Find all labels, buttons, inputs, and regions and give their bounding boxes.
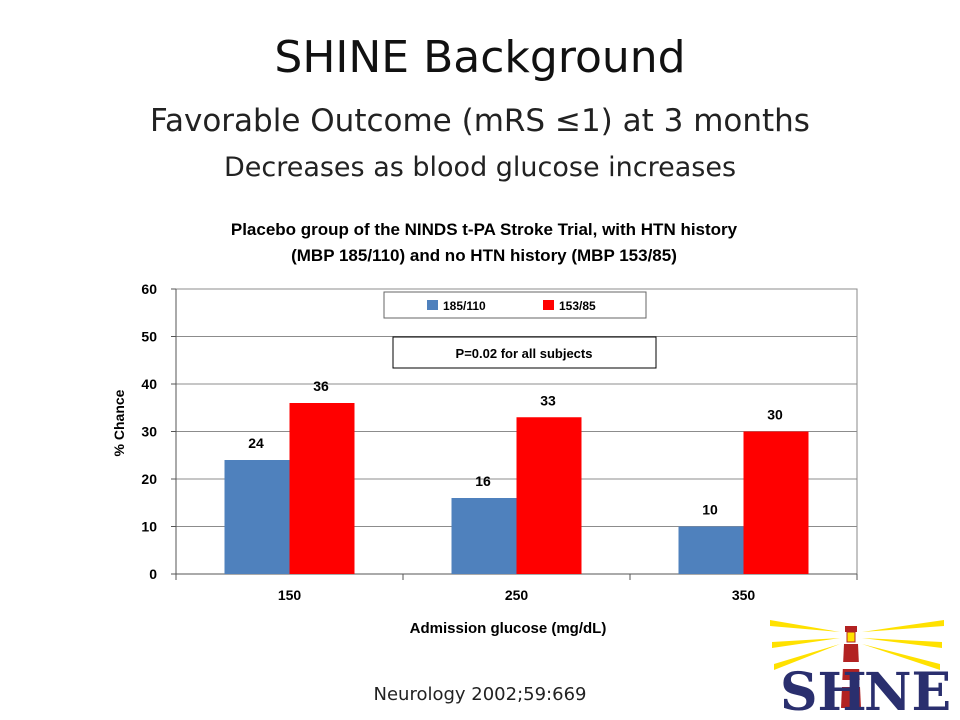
legend-swatch-153-85 <box>543 300 554 310</box>
legend-label-185-110: 185/110 <box>443 299 486 313</box>
y-axis-label: % Chance <box>111 389 127 456</box>
y-tick-label: 20 <box>141 471 157 487</box>
citation: Neurology 2002;59:669 <box>373 684 587 705</box>
y-tick-label: 0 <box>149 566 157 582</box>
p-value-annotation: P=0.02 for all subjects <box>456 346 593 361</box>
bar-185-110-250 <box>451 498 517 574</box>
slide-subtitle-secondary: Decreases as blood glucose increases <box>223 152 737 183</box>
legend-label-153-85: 153/85 <box>559 299 596 313</box>
data-label: 30 <box>767 407 783 423</box>
slide-subtitle: Favorable Outcome (mRS ≤1) at 3 months <box>150 103 810 139</box>
bar-153-85-250 <box>516 417 582 574</box>
y-tick-label: 50 <box>141 329 157 345</box>
bars <box>224 403 809 574</box>
chart-title-line1: Placebo group of the NINDS t-PA Stroke T… <box>231 220 738 239</box>
y-tick-label: 10 <box>141 519 157 535</box>
legend: 185/110 153/85 <box>383 291 647 319</box>
annotation-box <box>392 336 657 369</box>
slide-title: SHINE Background <box>274 32 686 83</box>
data-label: 36 <box>313 378 329 394</box>
x-axis: 150 250 350 <box>175 573 858 603</box>
logo-wordmark: SH NE <box>780 662 951 720</box>
legend-swatch-185-110 <box>427 300 438 310</box>
x-tick-label: 250 <box>505 587 529 603</box>
lighthouse-icon <box>841 626 861 708</box>
y-tick-label: 40 <box>141 376 157 392</box>
data-label: 33 <box>540 392 556 408</box>
bar-185-110-350 <box>678 526 744 574</box>
bar-185-110-150 <box>224 460 290 574</box>
svg-text:SH: SH <box>780 662 867 720</box>
lighthouse-beams-icon <box>770 620 944 670</box>
x-tick-label: 350 <box>732 587 756 603</box>
y-tick-label: 30 <box>141 424 157 440</box>
bar-153-85-150 <box>289 403 355 574</box>
legend-box <box>383 291 647 319</box>
y-tick-label: 60 <box>141 281 157 297</box>
x-tick-label: 150 <box>278 587 302 603</box>
shine-logo: SH NE <box>770 620 951 720</box>
chart-title-line2: (MBP 185/110) and no HTN history (MBP 15… <box>291 246 677 265</box>
data-label: 24 <box>248 435 264 451</box>
svg-text:NE: NE <box>864 662 951 720</box>
data-label: 10 <box>702 502 718 518</box>
data-labels: 24 36 16 33 10 30 <box>248 378 783 518</box>
bar-153-85-350 <box>743 431 809 574</box>
x-axis-label: Admission glucose (mg/dL) <box>410 620 607 637</box>
y-axis: 0 10 20 30 40 50 60 <box>141 281 177 582</box>
data-label: 16 <box>475 473 491 489</box>
